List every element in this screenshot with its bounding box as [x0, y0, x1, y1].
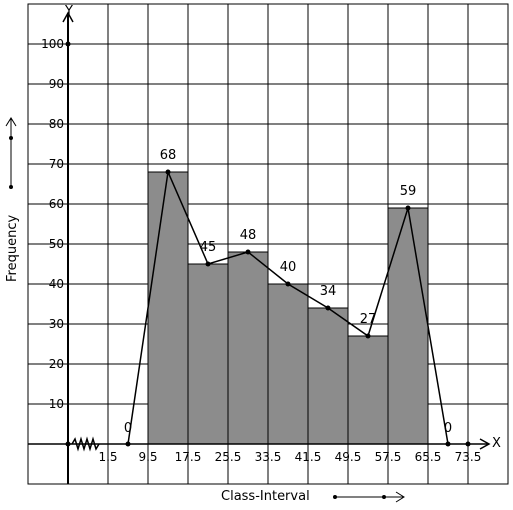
y-tick-label: 60: [49, 197, 64, 211]
y-axis-title: Frequency: [5, 215, 20, 282]
data-label: 34: [320, 284, 337, 299]
polygon-point: [445, 441, 451, 447]
y-tick-label: 50: [49, 237, 64, 251]
x-tick-label: 25.5: [215, 450, 242, 464]
data-label: 59: [400, 184, 417, 199]
polygon-point: [285, 281, 291, 287]
y-tick-label: 40: [49, 277, 64, 291]
polygon-point: [205, 261, 211, 267]
y-tick-label: 90: [49, 77, 64, 91]
x-axis-arrow-decoration: [333, 491, 405, 503]
y-tick-label: 30: [49, 317, 64, 331]
x-tick-label: 73.5: [455, 450, 482, 464]
data-label: 40: [280, 260, 297, 275]
histogram-bar: [147, 171, 189, 445]
frequency-polygon: [125, 169, 451, 447]
y-tick-label: 70: [49, 157, 64, 171]
tick-labels: 10 20 30 40 50 60 70 80 90 100 1.5 9.5 17.5 25.5 33.5 4…: [41, 37, 481, 464]
data-label: 27: [360, 312, 377, 327]
y-tick-label: 10: [49, 397, 64, 411]
x-tick-label: 65.5: [415, 450, 442, 464]
x-tick-label: 49.5: [335, 450, 362, 464]
polygon-point: [365, 333, 371, 339]
histogram-bar: [227, 251, 269, 445]
x-axis-title: Class-Interval: [221, 489, 310, 504]
axis-break-mark: [71, 436, 100, 452]
histogram-bars: [147, 171, 429, 445]
data-label: 0: [444, 421, 452, 436]
axes: [28, 11, 491, 484]
polygon-point: [405, 205, 411, 211]
x-tick-label: 1.5: [98, 450, 117, 464]
histogram-bar: [267, 283, 309, 445]
y-axis-letter: Y: [64, 4, 73, 19]
data-label: 45: [200, 240, 217, 255]
y-axis-arrowhead: [62, 11, 74, 23]
origin-point: [65, 441, 71, 447]
polygon-point: [125, 441, 131, 447]
histogram-bar: [187, 263, 229, 445]
data-labels: 0 68 45 48 40 34 27 59 0: [124, 148, 452, 436]
x-tick-label: 57.5: [375, 450, 402, 464]
data-label: 68: [160, 148, 177, 163]
y-axis-arrow-decoration: [5, 117, 17, 189]
x-tick-label: 9.5: [138, 450, 157, 464]
x-axis-letter: X: [492, 436, 501, 451]
y-tick-label: 20: [49, 357, 64, 371]
polygon-point: [245, 249, 251, 255]
x-tick-label: 41.5: [295, 450, 322, 464]
x-axis-end-point: [465, 441, 471, 447]
histogram-bar: [307, 307, 349, 445]
polygon-point: [165, 169, 171, 175]
y-tick-label: 100: [41, 37, 64, 51]
histogram-bar: [387, 207, 429, 445]
y-axis-top-point: [65, 41, 71, 47]
data-label: 48: [240, 228, 257, 243]
data-label: 0: [124, 421, 132, 436]
x-tick-label: 33.5: [255, 450, 282, 464]
x-axis-arrowhead: [479, 438, 491, 450]
y-tick-label: 80: [49, 117, 64, 131]
histogram-bar: [347, 335, 389, 445]
polygon-point: [325, 305, 331, 311]
x-tick-label: 17.5: [175, 450, 202, 464]
